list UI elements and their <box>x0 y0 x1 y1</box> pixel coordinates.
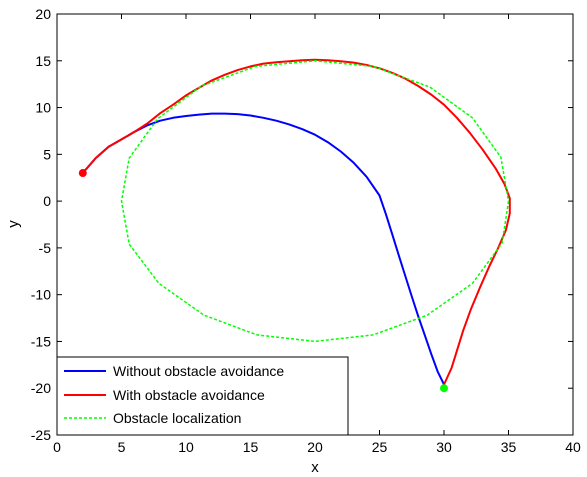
legend-label-with-avoidance: With obstacle avoidance <box>113 387 265 403</box>
y-tick-label: -25 <box>31 427 51 443</box>
x-tick-label: 0 <box>53 439 61 455</box>
y-tick-label: -20 <box>31 380 51 396</box>
y-tick-label: 20 <box>35 6 51 22</box>
series-layer <box>82 58 511 385</box>
x-tick-label: 35 <box>501 439 517 455</box>
y-tick-label: -10 <box>31 287 51 303</box>
x-tick-label: 30 <box>436 439 452 455</box>
start-point-marker <box>78 169 87 178</box>
marker-layer <box>78 169 448 393</box>
legend: Without obstacle avoidance With obstacle… <box>56 356 349 436</box>
x-tick-label: 5 <box>118 439 126 455</box>
y-axis-label: y <box>5 220 22 228</box>
y-tick-label: 0 <box>43 193 51 209</box>
series-line-obstacle-localization <box>120 60 510 343</box>
legend-label-without-avoidance: Without obstacle avoidance <box>113 363 284 379</box>
legend-label-obstacle-localization: Obstacle localization <box>113 410 241 426</box>
x-axis-label: x <box>311 459 319 476</box>
x-tick-label: 20 <box>307 439 323 455</box>
series-line-without-obstacle-avoidance <box>82 112 445 385</box>
x-tick-labels: 0 5 10 15 20 25 30 35 40 <box>53 439 581 455</box>
x-tick-label: 40 <box>565 439 581 455</box>
series-line-with-obstacle-avoidance <box>82 58 511 385</box>
x-tick-label: 10 <box>178 439 194 455</box>
goal-point-marker <box>440 384 448 393</box>
y-tick-label: 5 <box>43 146 51 162</box>
y-tick-label: 15 <box>35 53 51 69</box>
y-tick-labels: 20 15 10 5 0 -5 -10 -15 -20 -25 <box>31 6 51 443</box>
y-tick-label: -5 <box>39 240 52 256</box>
y-tick-label: 10 <box>35 100 51 116</box>
x-tick-label: 15 <box>243 439 259 455</box>
x-tick-label: 25 <box>372 439 388 455</box>
y-tick-label: -15 <box>31 333 51 349</box>
